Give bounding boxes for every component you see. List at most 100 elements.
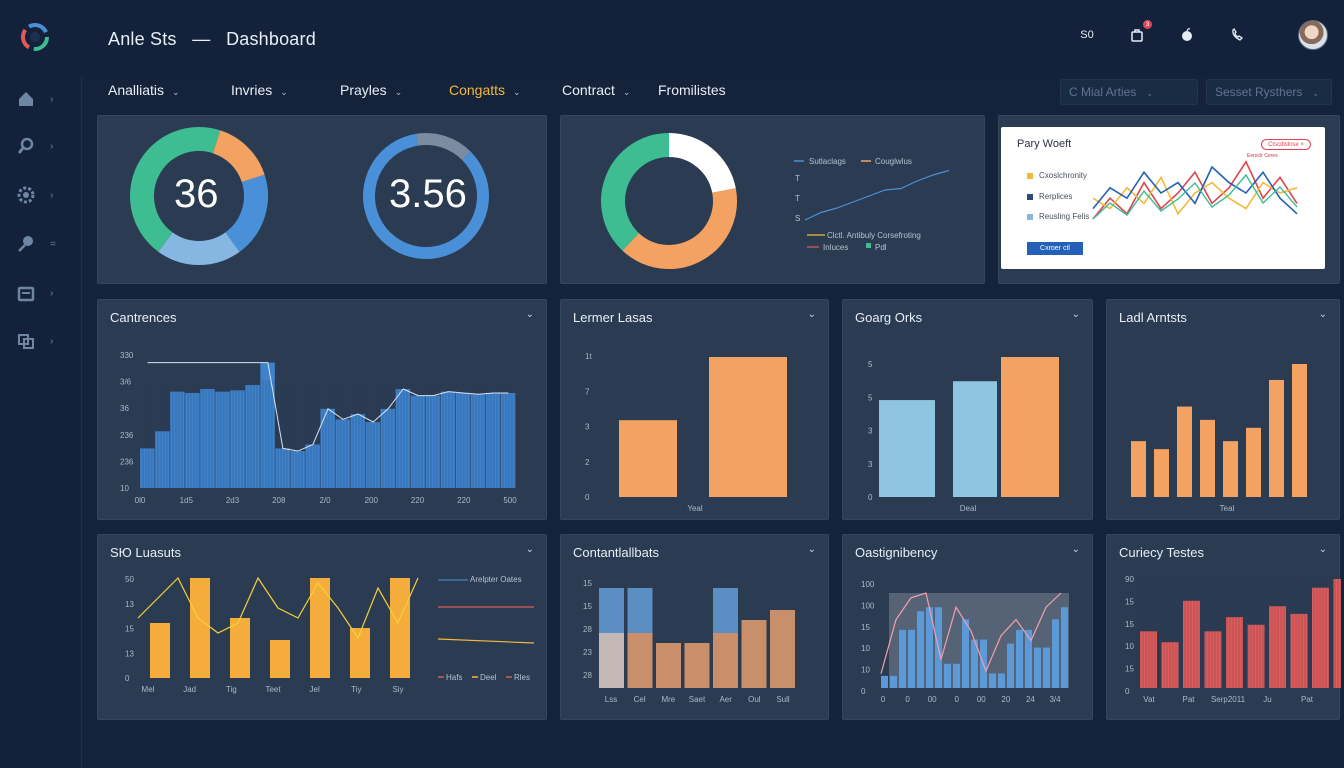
sidebar-item-layers[interactable]: › xyxy=(16,328,66,354)
x-tick-label: Pat xyxy=(1182,695,1195,704)
filter-select-2[interactable]: Sesset Rysthers ⌄ xyxy=(1206,79,1332,105)
bar xyxy=(1131,441,1146,497)
bar xyxy=(1016,629,1023,688)
x-tick-label: 00 xyxy=(928,695,937,704)
bar xyxy=(320,408,336,488)
bar xyxy=(709,357,787,497)
bar-chart: 330 3/6 36 236 236 10 0l0 1d5 2d3 208 2/0 200 220 220… xyxy=(120,351,517,505)
bar xyxy=(1177,406,1192,497)
y-tick-label: 330 xyxy=(120,351,134,360)
bar xyxy=(899,629,906,688)
sidebar-item-settings[interactable]: › xyxy=(16,182,66,208)
bar xyxy=(1269,606,1286,688)
x-tick-label: Cel xyxy=(634,695,646,704)
sidebar-item-search[interactable]: › xyxy=(16,133,66,159)
sidebar: › › › = › › xyxy=(0,76,82,768)
bar xyxy=(962,619,969,688)
legend-label: Cxoslchronity xyxy=(1039,171,1088,180)
bar xyxy=(953,381,997,497)
chevron-down-icon[interactable]: ⌄ xyxy=(525,544,534,555)
panel-cantrences: Cantrences ⌄ 330 3/6 36 236 236 10 0l0 1d5 2d3 20… xyxy=(97,299,547,520)
chevron-down-icon[interactable]: ⌄ xyxy=(807,309,816,320)
chevron-down-icon[interactable]: ⌄ xyxy=(1071,309,1080,320)
x-tick-label: 2d3 xyxy=(226,496,240,505)
app-logo-icon[interactable] xyxy=(19,21,51,53)
bar xyxy=(270,640,290,678)
bar xyxy=(190,578,210,678)
bar xyxy=(1269,379,1284,497)
line-series xyxy=(1092,175,1298,216)
bar xyxy=(1001,357,1059,497)
avatar[interactable] xyxy=(1298,20,1328,50)
pie-slice xyxy=(601,133,670,251)
bar xyxy=(1052,619,1059,688)
panel-contant: Contantlallbats ⌄ 15 15 28 23 28 Lss Cel Mre Sae… xyxy=(560,534,829,720)
panel-luasuts: SЮ Luasuts ⌄ 50 13 15 13 0 Mel Jad Tig Teet Jel Ti… xyxy=(97,534,547,720)
tab-contract[interactable]: Contract ⌄ xyxy=(562,82,630,98)
y-tick: S xyxy=(795,214,800,223)
y-tick-label: 2 xyxy=(585,458,590,467)
tab-congatts[interactable]: Congatts ⌄ xyxy=(449,82,521,98)
bar xyxy=(1247,624,1265,688)
y-tick-label: 236 xyxy=(120,457,134,466)
tab-label: Congatts xyxy=(449,82,506,98)
combo-chart: 50 13 15 13 0 Mel Jad Tig Teet Jel Tiy Siy Arelpter … xyxy=(125,575,535,694)
panel-title: Contantlallbats xyxy=(573,545,659,560)
tab-label: Analliatis xyxy=(108,82,165,98)
chevron-down-icon[interactable]: ⌄ xyxy=(1318,309,1327,320)
app-title: Anle Sts — Dashboard xyxy=(108,29,316,50)
chevron-down-icon[interactable]: ⌄ xyxy=(807,544,816,555)
bar xyxy=(917,611,924,688)
panel-title: Cantrences xyxy=(110,310,177,325)
bar xyxy=(619,420,677,497)
tab-fromilistes[interactable]: Fromilistes xyxy=(658,82,726,98)
tab-analliatis[interactable]: Analliatis ⌄ xyxy=(108,82,180,98)
tab-invries[interactable]: Invries ⌄ xyxy=(231,82,288,98)
x-tick-label: 24 xyxy=(1026,695,1035,704)
pie-slice xyxy=(212,130,265,183)
title-separator: — xyxy=(192,29,211,49)
y-tick-label: 1t xyxy=(585,352,592,361)
bar xyxy=(998,673,1005,688)
sidebar-item-pin[interactable]: = xyxy=(16,231,66,257)
x-tick-label: Tig xyxy=(226,685,237,694)
chevron-down-icon[interactable]: ⌄ xyxy=(1318,544,1327,555)
bar xyxy=(290,451,305,488)
line-series xyxy=(1092,160,1298,220)
bar xyxy=(1226,617,1243,688)
chevron-down-icon[interactable]: ⌄ xyxy=(525,309,534,320)
chevron-down-icon[interactable]: ⌄ xyxy=(1071,544,1080,555)
select-value: Sesset Rysthers xyxy=(1215,85,1303,99)
sync-icon[interactable]: S0 xyxy=(1076,24,1098,46)
bar xyxy=(1200,419,1215,497)
x-tick-label: Sull xyxy=(776,695,790,704)
legend-label: Arelpter Oates xyxy=(470,575,522,584)
apple-icon[interactable] xyxy=(1176,24,1198,46)
filter-pill[interactable]: Ctscdlslnse × xyxy=(1261,139,1311,150)
bar xyxy=(881,675,888,688)
bar xyxy=(170,391,185,488)
sidebar-item-inbox[interactable]: › xyxy=(16,280,66,306)
panel-title: SЮ Luasuts xyxy=(110,545,181,560)
x-tick-label: 220 xyxy=(457,496,471,505)
pie-slice xyxy=(225,174,268,252)
x-tick-label: 500 xyxy=(503,496,517,505)
x-tick-label: Saet xyxy=(689,695,706,704)
card-subtitle: Eeroclr Ceres xyxy=(1247,153,1278,159)
x-tick-label: 208 xyxy=(272,496,286,505)
y-tick-label: 15 xyxy=(1125,665,1134,674)
y-tick-label: 0 xyxy=(1125,687,1130,696)
inbox-icon xyxy=(17,286,35,302)
sidebar-item-home[interactable]: › xyxy=(16,86,66,112)
x-tick-label: 1d5 xyxy=(180,496,194,505)
x-axis-label: Deal xyxy=(960,504,977,513)
card-action-button[interactable]: Cxroer ctl xyxy=(1027,242,1083,255)
tab-prayles[interactable]: Prayles ⌄ xyxy=(340,82,402,98)
x-tick-label: 200 xyxy=(365,496,379,505)
bar xyxy=(944,663,951,688)
phone-icon[interactable] xyxy=(1226,24,1248,46)
pie-slice xyxy=(622,188,737,269)
bar xyxy=(230,618,250,678)
filter-select-1[interactable]: C Mial Arties ⌄ xyxy=(1060,79,1198,105)
notifications-icon[interactable]: 3 xyxy=(1126,20,1152,46)
